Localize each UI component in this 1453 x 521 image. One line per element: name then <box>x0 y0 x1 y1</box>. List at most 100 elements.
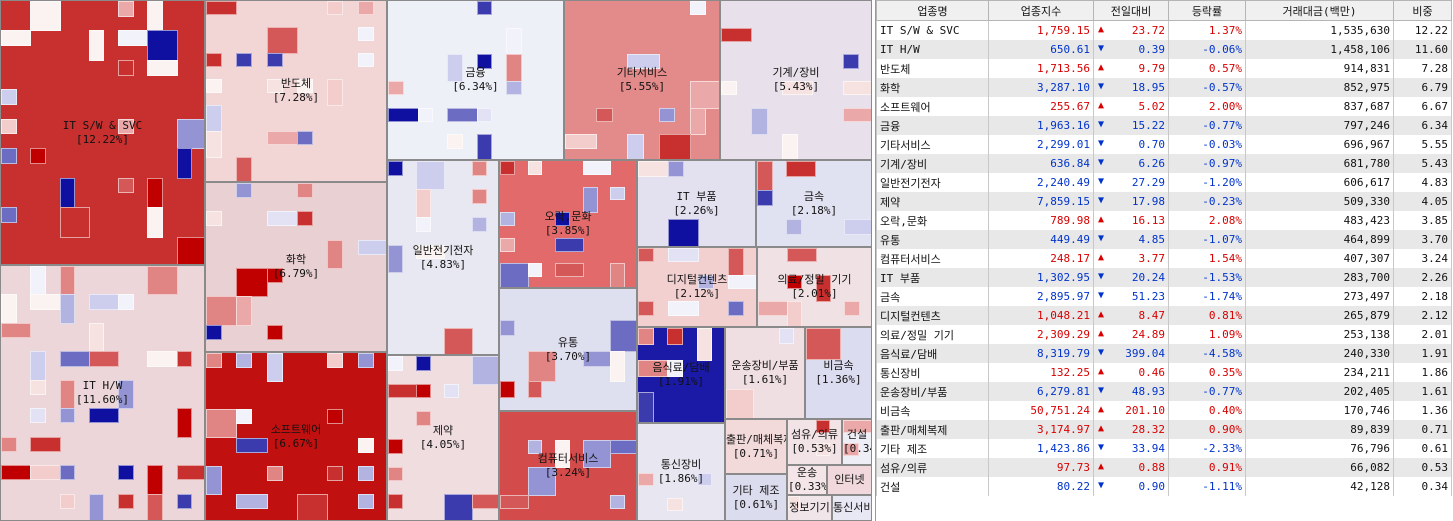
table-row[interactable]: 출판/매체복제 3,174.97 ▲ 28.32 0.90% 89,839 0.71 <box>876 420 1452 439</box>
stock-tile[interactable] <box>416 244 445 260</box>
stock-tile[interactable] <box>667 328 683 345</box>
stock-tile[interactable] <box>698 274 714 289</box>
stock-tile[interactable] <box>638 360 669 377</box>
stock-tile[interactable] <box>555 237 584 252</box>
stock-tile[interactable] <box>236 437 268 453</box>
treemap-sector[interactable]: 인터넷 <box>827 465 872 495</box>
stock-tile[interactable] <box>781 134 798 159</box>
stock-tile[interactable] <box>88 351 120 367</box>
stock-tile[interactable] <box>668 248 699 263</box>
treemap-sector[interactable]: 출판/매체복제 [0.71%] <box>725 419 787 474</box>
stock-tile[interactable] <box>118 493 134 509</box>
table-row[interactable]: 기계/장비 636.84 ▼ 6.26 -0.97% 681,780 5.43 <box>876 154 1452 173</box>
stock-tile[interactable] <box>59 379 76 410</box>
stock-tile[interactable] <box>781 81 814 96</box>
stock-tile[interactable] <box>327 79 344 106</box>
table-row[interactable]: 비금속 50,751.24 ▲ 201.10 0.40% 170,746 1.36 <box>876 401 1452 420</box>
stock-tile[interactable] <box>327 353 344 369</box>
stock-tile[interactable] <box>500 212 515 226</box>
treemap-sector[interactable]: 제약 [4.05%] <box>387 355 499 521</box>
treemap-sector[interactable]: 음식료/담배 [1.91%] <box>637 327 725 423</box>
stock-tile[interactable] <box>266 131 298 145</box>
stock-tile[interactable] <box>88 294 120 310</box>
stock-tile[interactable] <box>176 236 204 264</box>
treemap-sector[interactable]: 기타 제조 [0.61%] <box>725 474 787 521</box>
stock-tile[interactable] <box>444 494 473 520</box>
stock-tile[interactable] <box>388 439 403 454</box>
stock-tile[interactable] <box>476 1 493 16</box>
stock-tile[interactable] <box>206 211 223 227</box>
stock-tile[interactable] <box>610 439 636 455</box>
table-row[interactable]: 소프트웨어 255.67 ▲ 5.02 2.00% 837,687 6.67 <box>876 97 1452 116</box>
stock-tile[interactable] <box>176 408 193 438</box>
stock-tile[interactable] <box>327 465 344 481</box>
stock-tile[interactable] <box>30 266 46 296</box>
col-header-sector[interactable]: 업종명 <box>876 0 989 21</box>
stock-tile[interactable] <box>357 239 386 255</box>
stock-tile[interactable] <box>842 54 859 69</box>
treemap-sector[interactable]: 비금속 [1.36%] <box>805 327 872 419</box>
table-row[interactable]: 섬유/의류 97.73 ▲ 0.88 0.91% 66,082 0.53 <box>876 458 1452 477</box>
stock-tile[interactable] <box>118 1 134 17</box>
stock-tile[interactable] <box>638 248 654 263</box>
stock-tile[interactable] <box>658 107 676 122</box>
stock-tile[interactable] <box>667 219 699 246</box>
stock-tile[interactable] <box>815 443 831 456</box>
stock-tile[interactable] <box>447 134 463 149</box>
stock-tile[interactable] <box>476 54 493 69</box>
stock-tile[interactable] <box>147 207 164 238</box>
stock-tile[interactable] <box>236 268 268 298</box>
treemap-sector[interactable]: 기계/장비 [5.43%] <box>720 0 872 160</box>
table-row[interactable]: 의료/정밀 기기 2,309.29 ▲ 24.89 1.09% 253,138 2.01 <box>876 325 1452 344</box>
stock-tile[interactable] <box>815 274 831 303</box>
stock-tile[interactable] <box>842 107 871 122</box>
stock-tile[interactable] <box>667 360 683 377</box>
stock-tile[interactable] <box>357 493 374 509</box>
stock-tile[interactable] <box>30 465 61 481</box>
table-row[interactable]: IT H/W 650.61 ▼ 0.39 -0.06% 1,458,106 11.60 <box>876 40 1452 59</box>
stock-tile[interactable] <box>206 324 223 340</box>
stock-tile[interactable] <box>297 79 314 93</box>
stock-tile[interactable] <box>327 239 344 269</box>
stock-tile[interactable] <box>638 473 654 487</box>
stock-tile[interactable] <box>728 248 744 276</box>
stock-tile[interactable] <box>638 328 654 345</box>
table-row[interactable]: 기타 제조 1,423.86 ▼ 33.94 -2.33% 76,796 0.61 <box>876 439 1452 458</box>
stock-tile[interactable] <box>297 183 314 199</box>
stock-tile[interactable] <box>751 107 768 136</box>
stock-tile[interactable] <box>176 465 204 481</box>
stock-tile[interactable] <box>118 294 134 310</box>
table-row[interactable]: 금융 1,963.16 ▼ 15.22 -0.77% 797,246 6.34 <box>876 116 1452 135</box>
stock-tile[interactable] <box>472 188 487 204</box>
stock-tile[interactable] <box>297 493 329 520</box>
stock-tile[interactable] <box>59 177 76 209</box>
stock-tile[interactable] <box>844 301 860 316</box>
stock-tile[interactable] <box>297 211 314 227</box>
stock-tile[interactable] <box>726 389 754 418</box>
table-row[interactable]: IT 부품 1,302.95 ▼ 20.24 -1.53% 283,700 2.26 <box>876 268 1452 287</box>
table-row[interactable]: 오락,문화 789.98 ▲ 16.13 2.08% 483,423 3.85 <box>876 211 1452 230</box>
stock-tile[interactable] <box>555 263 584 278</box>
stock-tile[interactable] <box>1 322 32 339</box>
stock-tile[interactable] <box>416 161 445 190</box>
stock-tile[interactable] <box>147 465 164 495</box>
stock-tile[interactable] <box>388 383 417 399</box>
stock-tile[interactable] <box>527 161 543 175</box>
stock-tile[interactable] <box>582 161 612 175</box>
stock-tile[interactable] <box>388 107 419 122</box>
stock-tile[interactable] <box>206 79 223 93</box>
table-row[interactable]: 컴퓨터서비스 248.17 ▲ 3.77 1.54% 407,307 3.24 <box>876 249 1452 268</box>
stock-tile[interactable] <box>565 134 598 149</box>
col-header-weight[interactable]: 비중 <box>1393 0 1452 21</box>
stock-tile[interactable] <box>1 118 17 135</box>
col-header-index[interactable]: 업종지수 <box>988 0 1094 21</box>
table-row[interactable]: 화학 3,287.10 ▼ 18.95 -0.57% 852,975 6.79 <box>876 78 1452 97</box>
stock-tile[interactable] <box>30 148 46 164</box>
stock-tile[interactable] <box>638 161 669 177</box>
stock-tile[interactable] <box>88 30 105 61</box>
stock-tile[interactable] <box>610 350 626 383</box>
col-header-rate[interactable]: 등락률 <box>1168 0 1246 21</box>
stock-tile[interactable] <box>147 351 178 367</box>
stock-tile[interactable] <box>844 219 871 235</box>
stock-tile[interactable] <box>843 420 871 433</box>
